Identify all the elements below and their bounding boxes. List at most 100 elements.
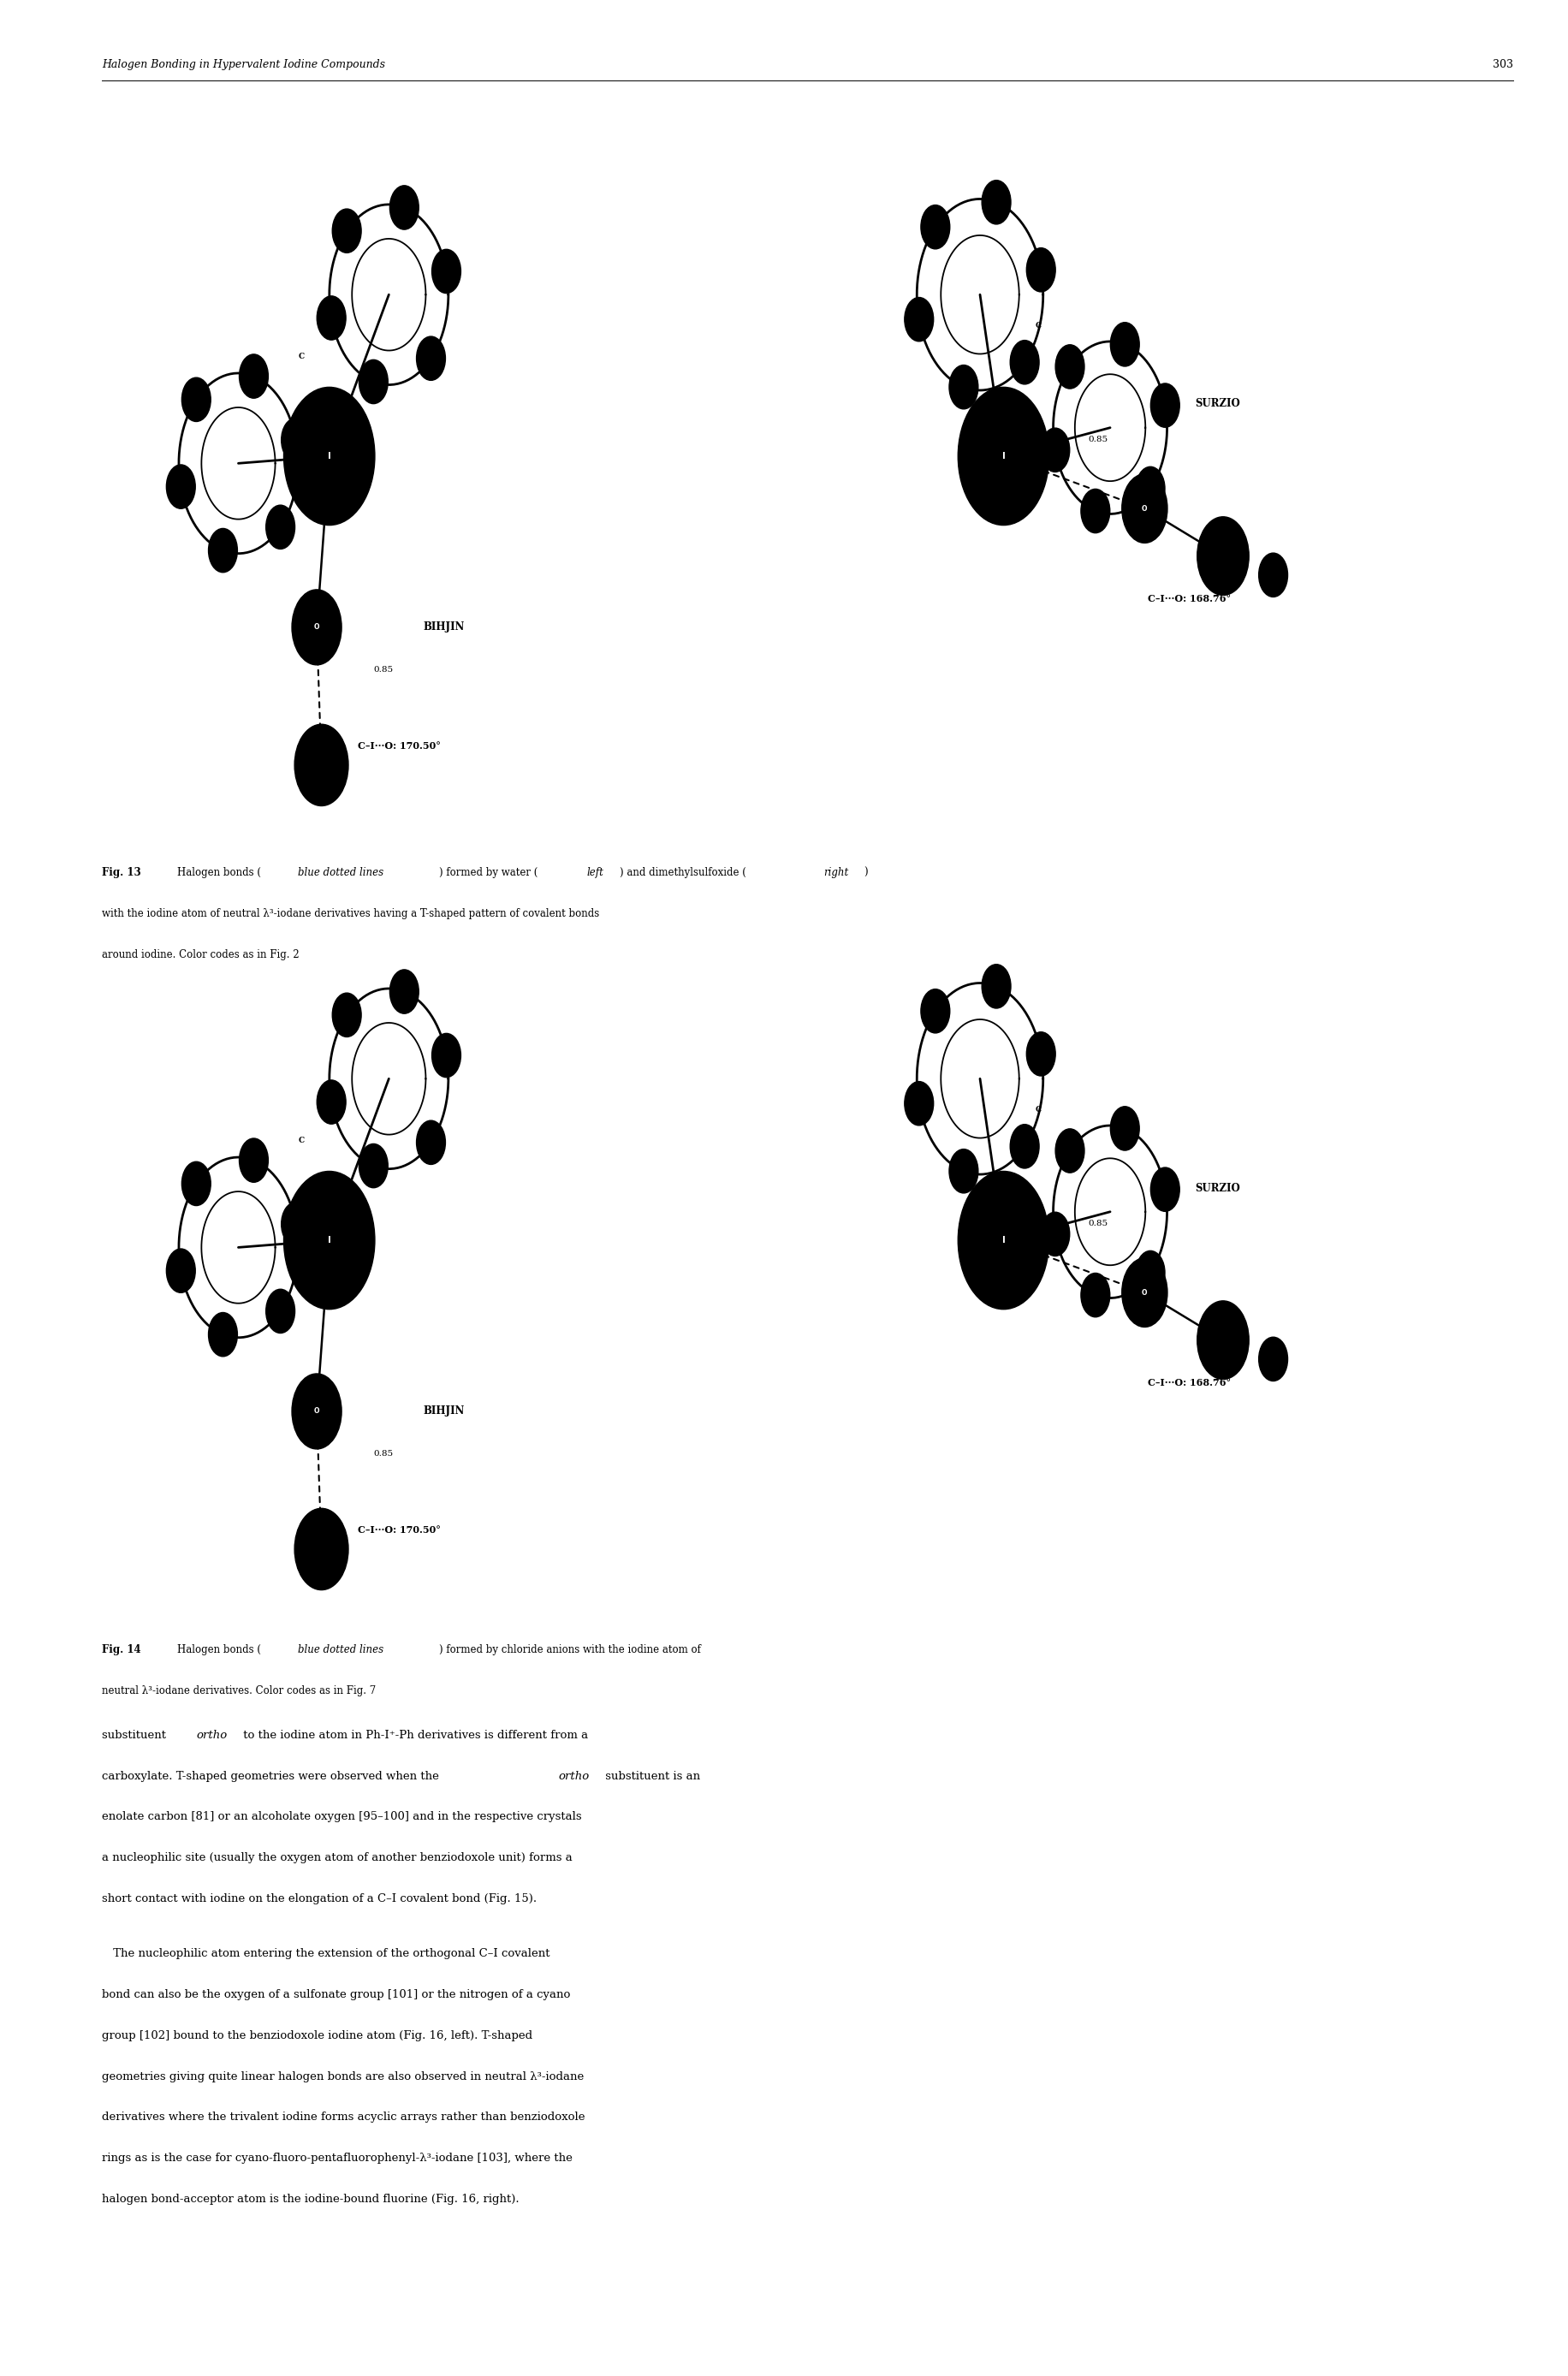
Circle shape bbox=[1027, 247, 1055, 292]
Circle shape bbox=[209, 527, 237, 573]
Circle shape bbox=[417, 1121, 445, 1164]
Circle shape bbox=[1135, 1250, 1165, 1295]
Text: 0.85: 0.85 bbox=[373, 1449, 394, 1459]
Text: ) formed by water (: ) formed by water ( bbox=[439, 867, 538, 879]
Text: group [102] bound to the benziodoxole iodine atom (Fig. 16, left). T-shaped: group [102] bound to the benziodoxole io… bbox=[102, 2029, 533, 2041]
Circle shape bbox=[417, 337, 445, 380]
Circle shape bbox=[1041, 428, 1069, 473]
Circle shape bbox=[949, 366, 978, 409]
Text: O: O bbox=[1142, 1288, 1148, 1297]
Circle shape bbox=[166, 1250, 196, 1293]
Circle shape bbox=[1080, 1274, 1110, 1316]
Text: to the iodine atom in Ph-I⁺-Ph derivatives is different from a: to the iodine atom in Ph-I⁺-Ph derivativ… bbox=[240, 1730, 588, 1742]
Circle shape bbox=[1027, 1031, 1055, 1076]
Text: SURZIO: SURZIO bbox=[1195, 399, 1240, 409]
Text: right: right bbox=[823, 867, 848, 879]
Text: 303: 303 bbox=[1493, 59, 1513, 71]
Circle shape bbox=[317, 1081, 347, 1124]
Text: 0.85: 0.85 bbox=[1088, 1219, 1109, 1228]
Text: C–I···O: 168.76°: C–I···O: 168.76° bbox=[1148, 1378, 1231, 1388]
Circle shape bbox=[1198, 1302, 1248, 1378]
Text: ortho: ortho bbox=[558, 1770, 590, 1782]
Text: derivatives where the trivalent iodine forms acyclic arrays rather than benziodo: derivatives where the trivalent iodine f… bbox=[102, 2112, 585, 2122]
Text: C: C bbox=[298, 1136, 304, 1145]
Circle shape bbox=[281, 418, 310, 461]
Text: left: left bbox=[586, 867, 604, 879]
Circle shape bbox=[295, 1509, 348, 1590]
Circle shape bbox=[1259, 1338, 1287, 1380]
Circle shape bbox=[359, 359, 387, 404]
Circle shape bbox=[1121, 473, 1168, 544]
Text: I: I bbox=[328, 451, 331, 461]
Text: O: O bbox=[314, 623, 320, 632]
Text: substituent is an: substituent is an bbox=[602, 1770, 701, 1782]
Circle shape bbox=[1010, 1124, 1040, 1169]
Circle shape bbox=[1010, 340, 1040, 385]
Circle shape bbox=[905, 1081, 933, 1126]
Circle shape bbox=[267, 1290, 295, 1333]
Circle shape bbox=[1135, 466, 1165, 511]
Circle shape bbox=[317, 297, 347, 340]
Text: around iodine. Color codes as in Fig. 2: around iodine. Color codes as in Fig. 2 bbox=[102, 948, 299, 960]
Text: O: O bbox=[314, 1407, 320, 1416]
Circle shape bbox=[292, 589, 342, 665]
Text: ) and dimethylsulfoxide (: ) and dimethylsulfoxide ( bbox=[619, 867, 746, 879]
Text: Halogen bonds (: Halogen bonds ( bbox=[177, 1644, 260, 1656]
Circle shape bbox=[1055, 1129, 1085, 1174]
Text: enolate carbon [81] or an alcoholate oxygen [95–100] and in the respective cryst: enolate carbon [81] or an alcoholate oxy… bbox=[102, 1811, 582, 1822]
Circle shape bbox=[949, 1150, 978, 1193]
Text: bond can also be the oxygen of a sulfonate group [101] or the nitrogen of a cyan: bond can also be the oxygen of a sulfona… bbox=[102, 1989, 571, 2001]
Text: I: I bbox=[1002, 451, 1005, 461]
Text: halogen bond-acceptor atom is the iodine-bound fluorine (Fig. 16, right).: halogen bond-acceptor atom is the iodine… bbox=[102, 2193, 519, 2205]
Text: 0.85: 0.85 bbox=[1088, 435, 1109, 444]
Text: C–I···O: 170.50°: C–I···O: 170.50° bbox=[358, 1525, 441, 1535]
Circle shape bbox=[982, 965, 1011, 1007]
Circle shape bbox=[209, 1312, 237, 1357]
Circle shape bbox=[166, 466, 196, 508]
Text: C: C bbox=[1035, 1105, 1041, 1114]
Text: Halogen bonds (: Halogen bonds ( bbox=[177, 867, 260, 879]
Circle shape bbox=[284, 387, 375, 525]
Text: BIHJIN: BIHJIN bbox=[423, 1407, 464, 1416]
Text: Fig. 13: Fig. 13 bbox=[102, 867, 141, 879]
Text: O: O bbox=[1142, 504, 1148, 513]
Circle shape bbox=[182, 378, 210, 421]
Text: ortho: ortho bbox=[196, 1730, 227, 1742]
Text: Halogen Bonding in Hypervalent Iodine Compounds: Halogen Bonding in Hypervalent Iodine Co… bbox=[102, 59, 386, 71]
Circle shape bbox=[182, 1162, 210, 1205]
Circle shape bbox=[332, 993, 361, 1036]
Circle shape bbox=[281, 1202, 310, 1245]
Circle shape bbox=[267, 506, 295, 549]
Text: a nucleophilic site (usually the oxygen atom of another benziodoxole unit) forms: a nucleophilic site (usually the oxygen … bbox=[102, 1853, 572, 1863]
Circle shape bbox=[292, 1373, 342, 1449]
Circle shape bbox=[332, 209, 361, 252]
Circle shape bbox=[1080, 489, 1110, 532]
Circle shape bbox=[240, 354, 268, 399]
Circle shape bbox=[1121, 1257, 1168, 1328]
Text: C–I···O: 170.50°: C–I···O: 170.50° bbox=[358, 741, 441, 751]
Circle shape bbox=[295, 725, 348, 805]
Text: short contact with iodine on the elongation of a C–I covalent bond (Fig. 15).: short contact with iodine on the elongat… bbox=[102, 1894, 536, 1903]
Text: substituent: substituent bbox=[102, 1730, 169, 1742]
Circle shape bbox=[390, 185, 419, 230]
Text: C–I···O: 168.76°: C–I···O: 168.76° bbox=[1148, 594, 1231, 604]
Text: blue dotted lines: blue dotted lines bbox=[298, 867, 384, 879]
Circle shape bbox=[1055, 345, 1085, 390]
Text: I: I bbox=[328, 1236, 331, 1245]
Circle shape bbox=[1110, 323, 1140, 366]
Circle shape bbox=[1259, 554, 1287, 596]
Circle shape bbox=[958, 1171, 1049, 1309]
Circle shape bbox=[1198, 516, 1248, 596]
Circle shape bbox=[431, 1034, 461, 1076]
Circle shape bbox=[1041, 1212, 1069, 1257]
Circle shape bbox=[1110, 1107, 1140, 1150]
Circle shape bbox=[920, 204, 950, 249]
Text: The nucleophilic atom entering the extension of the orthogonal C–I covalent: The nucleophilic atom entering the exten… bbox=[102, 1948, 550, 1960]
Text: rings as is the case for cyano-fluoro-pentafluorophenyl-λ³-iodane [103], where t: rings as is the case for cyano-fluoro-pe… bbox=[102, 2153, 572, 2165]
Text: blue dotted lines: blue dotted lines bbox=[298, 1644, 384, 1656]
Text: with the iodine atom of neutral λ³-iodane derivatives having a T-shaped pattern : with the iodine atom of neutral λ³-iodan… bbox=[102, 908, 599, 920]
Circle shape bbox=[958, 387, 1049, 525]
Text: Fig. 14: Fig. 14 bbox=[102, 1644, 141, 1656]
Text: geometries giving quite linear halogen bonds are also observed in neutral λ³-iod: geometries giving quite linear halogen b… bbox=[102, 2072, 583, 2081]
Text: neutral λ³-iodane derivatives. Color codes as in Fig. 7: neutral λ³-iodane derivatives. Color cod… bbox=[102, 1685, 376, 1696]
